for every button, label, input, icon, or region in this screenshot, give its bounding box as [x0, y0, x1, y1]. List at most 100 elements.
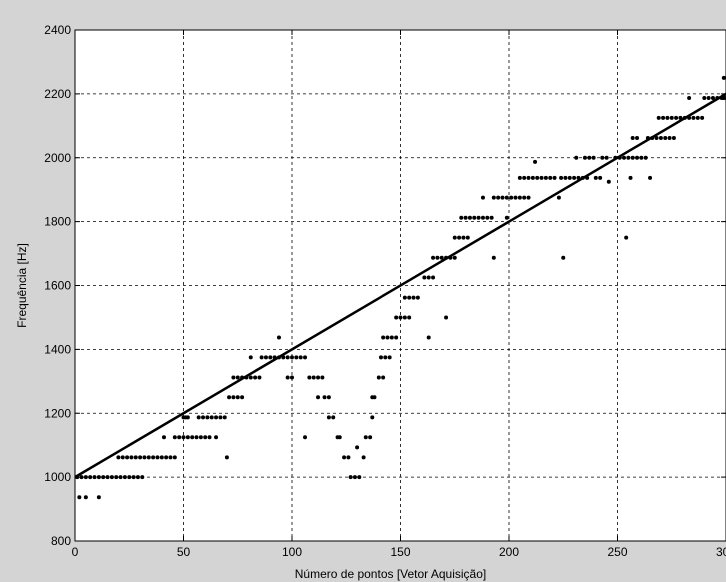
data-point	[491, 255, 496, 260]
data-point	[303, 355, 308, 360]
x-tick-label: 50	[177, 545, 191, 559]
data-point	[83, 495, 88, 500]
data-point	[127, 475, 132, 480]
data-point	[196, 415, 201, 420]
data-point	[381, 375, 386, 380]
data-point	[363, 435, 368, 440]
data-point	[402, 315, 407, 320]
x-axis-label: Número de pontos [Vetor Aquisição]	[295, 567, 486, 581]
data-point	[231, 395, 236, 400]
data-point	[326, 415, 331, 420]
data-point	[218, 415, 223, 420]
data-point	[582, 155, 587, 160]
data-point	[285, 375, 290, 380]
data-point	[281, 355, 286, 360]
data-point	[181, 435, 186, 440]
data-point	[214, 435, 219, 440]
data-point	[337, 435, 342, 440]
data-point	[667, 135, 672, 140]
data-point	[526, 175, 531, 180]
data-point	[593, 175, 598, 180]
reference-line	[74, 92, 726, 479]
data-point	[567, 175, 572, 180]
data-point	[448, 255, 453, 260]
data-point	[509, 195, 514, 200]
data-point	[598, 175, 603, 180]
data-point	[138, 455, 143, 460]
data-point	[504, 215, 509, 220]
data-point	[485, 215, 490, 220]
data-point	[407, 315, 412, 320]
data-point	[431, 275, 436, 280]
data-point	[606, 179, 611, 184]
data-point	[92, 475, 97, 480]
data-point	[268, 355, 273, 360]
data-point	[535, 175, 540, 180]
data-point	[222, 415, 227, 420]
data-point	[194, 435, 199, 440]
data-point	[548, 175, 553, 180]
data-point	[140, 475, 145, 480]
data-point	[185, 415, 190, 420]
data-point	[276, 355, 281, 360]
data-point	[146, 455, 151, 460]
data-point	[125, 455, 130, 460]
data-point	[77, 495, 82, 500]
data-point	[635, 135, 640, 140]
data-point	[461, 235, 466, 240]
data-point	[346, 455, 351, 460]
data-point	[439, 255, 444, 260]
data-point	[201, 415, 206, 420]
data-point	[695, 115, 700, 120]
data-point	[422, 275, 427, 280]
data-point	[259, 355, 264, 360]
data-point	[101, 475, 106, 480]
data-point	[402, 295, 407, 300]
data-point	[131, 475, 136, 480]
data-point	[372, 395, 377, 400]
data-point	[526, 195, 531, 200]
data-point	[398, 315, 403, 320]
data-point	[96, 495, 101, 500]
data-point	[231, 375, 236, 380]
data-point	[635, 155, 640, 160]
y-tick-label: 1400	[44, 342, 71, 356]
y-tick-label: 1200	[44, 406, 71, 420]
data-point	[235, 375, 240, 380]
data-point	[539, 175, 544, 180]
data-point	[177, 435, 182, 440]
data-point	[706, 96, 711, 101]
data-point	[671, 135, 676, 140]
data-point	[151, 455, 156, 460]
data-point	[378, 355, 383, 360]
data-point	[381, 335, 386, 340]
data-point	[240, 375, 245, 380]
y-tick-label: 1600	[44, 279, 71, 293]
data-point	[591, 155, 596, 160]
data-point	[172, 435, 177, 440]
data-point	[114, 475, 119, 480]
data-point	[109, 475, 114, 480]
data-point	[628, 175, 633, 180]
data-point	[307, 375, 312, 380]
data-point	[331, 415, 336, 420]
data-point	[370, 415, 375, 420]
data-point	[387, 355, 392, 360]
data-point	[411, 295, 416, 300]
data-point	[240, 395, 245, 400]
data-point	[604, 155, 609, 160]
data-point	[678, 115, 683, 120]
data-point	[459, 215, 464, 220]
data-point	[702, 96, 707, 101]
data-point	[691, 115, 696, 120]
data-point	[198, 435, 203, 440]
data-point	[489, 215, 494, 220]
data-point	[342, 455, 347, 460]
data-point	[626, 155, 631, 160]
data-point	[467, 215, 472, 220]
data-point	[522, 175, 527, 180]
data-point	[394, 335, 399, 340]
data-point	[235, 395, 240, 400]
